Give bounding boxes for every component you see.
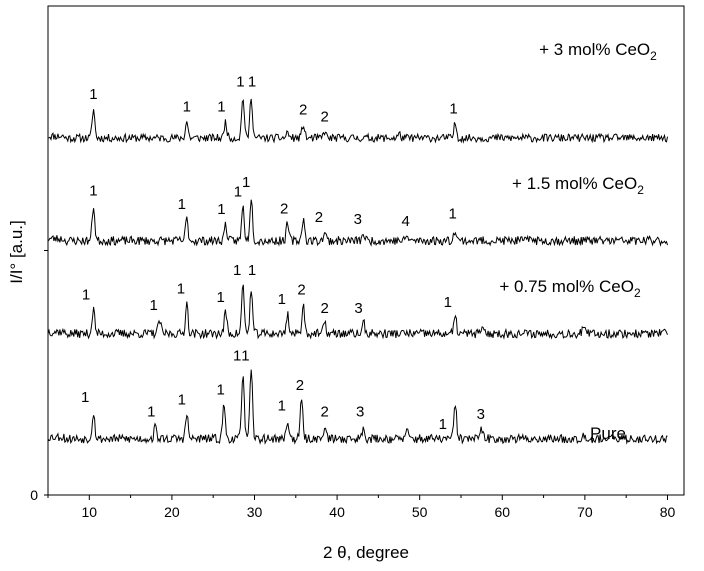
series-name-subscript: 2 [634, 286, 641, 300]
peak-label: 1 [444, 294, 452, 311]
peak-label: 1 [449, 100, 457, 117]
peak-label: 1 [89, 183, 97, 200]
series-name-subscript: 2 [637, 183, 644, 197]
peak-label: 1 [216, 289, 224, 306]
x-tick-label: 40 [329, 504, 345, 520]
series-name-main: + 0.75 mol% CeO [499, 277, 634, 296]
peak-label: 2 [321, 300, 329, 317]
peak-label: 1 [242, 174, 250, 191]
peak-label: 3 [354, 211, 362, 228]
y-tick-label: 0 [30, 487, 38, 503]
peak-label: 1 [248, 74, 256, 91]
series-name-main: + 3 mol% CeO [539, 40, 650, 59]
peak-label: 2 [321, 108, 329, 125]
x-tick-label: 20 [164, 504, 180, 520]
series-name: + 1.5 mol% CeO2 [512, 174, 644, 197]
peak-label: 1 [216, 382, 224, 399]
peak-label: 1 [183, 99, 191, 116]
x-tick-label: 70 [577, 504, 593, 520]
peak-label: 3 [354, 300, 362, 317]
peak-label: 2 [299, 101, 307, 118]
x-tick-label: 60 [494, 504, 510, 520]
peak-label: 1 [241, 347, 249, 364]
peak-label: 3 [477, 406, 485, 423]
peak-label: 2 [321, 404, 329, 421]
peak-label: 1 [278, 397, 286, 414]
peak-label: 1 [233, 262, 241, 279]
peak-label: 1 [439, 416, 447, 433]
peak-label: 1 [217, 201, 225, 218]
y-axis: 0 [30, 250, 48, 503]
peak-label: 1 [234, 184, 242, 201]
series-name-main: + 1.5 mol% CeO [512, 174, 637, 193]
peak-label: 1 [81, 389, 89, 406]
peak-label: 1 [278, 291, 286, 308]
peak-label: 1 [178, 391, 186, 408]
peak-label: 2 [296, 377, 304, 394]
peak-label: 1 [248, 262, 256, 279]
series-name: + 3 mol% CeO2 [539, 40, 657, 63]
plot-area [47, 5, 685, 496]
peak-label: 2 [315, 209, 323, 226]
series-0: 11 11 12 2 1+ 3 mol% CeO2 [47, 40, 668, 144]
series-line [47, 98, 668, 144]
series-line [47, 369, 668, 445]
peak-label: 1 [217, 99, 225, 116]
series-line [47, 199, 668, 247]
peak-label: 1 [236, 74, 244, 91]
peak-label: 2 [280, 201, 288, 218]
peak-label: 2 [297, 281, 305, 298]
x-tick-label: 80 [660, 504, 676, 520]
series-name: + 0.75 mol% CeO2 [499, 277, 641, 300]
x-tick-label: 50 [412, 504, 428, 520]
x-tick-label: 10 [82, 504, 98, 520]
peak-label: 1 [82, 286, 90, 303]
x-axis-title: 2 θ, degree [323, 543, 409, 562]
series-name-main: Pure [590, 424, 626, 443]
x-tick-label: 30 [247, 504, 263, 520]
series-name-subscript: 2 [650, 49, 657, 63]
peak-label: 1 [89, 86, 97, 103]
y-axis-title: I/I° [a.u.] [7, 220, 26, 284]
peak-label: 1 [449, 206, 457, 223]
peak-label: 1 [177, 280, 185, 297]
peak-label: 4 [401, 213, 409, 230]
peak-label: 1 [147, 404, 155, 421]
series-line [47, 284, 668, 340]
peak-label: 1 [178, 196, 186, 213]
x-axis: 10 20 30 40 50 60 70 80 [47, 495, 676, 520]
series-name: Pure [590, 424, 626, 443]
peak-label: 1 [150, 297, 158, 314]
peak-label: 1 [233, 347, 241, 364]
peak-label: 3 [356, 404, 364, 421]
